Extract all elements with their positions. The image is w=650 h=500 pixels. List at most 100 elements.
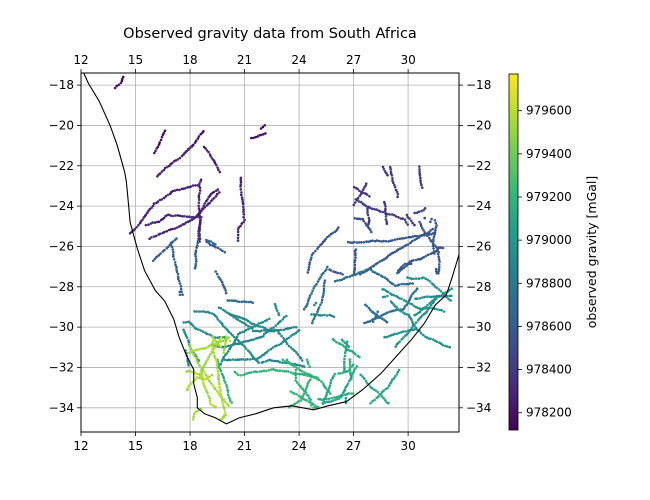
- gravity-point: [409, 241, 412, 244]
- gravity-point: [194, 251, 197, 254]
- gravity-point: [432, 247, 435, 250]
- gravity-point: [406, 215, 410, 219]
- colorbar-tick-label: 978400: [526, 363, 572, 377]
- gravity-point: [260, 329, 263, 333]
- gravity-point: [292, 325, 295, 329]
- gravity-point: [151, 204, 155, 208]
- gravity-point: [197, 232, 200, 235]
- gravity-point: [385, 320, 389, 324]
- gravity-point: [368, 195, 371, 198]
- gravity-point: [378, 239, 381, 243]
- gravity-point: [333, 279, 337, 283]
- gravity-point: [205, 389, 208, 393]
- gravity-point: [378, 260, 382, 263]
- gravity-point: [212, 404, 216, 408]
- gravity-point: [225, 335, 228, 338]
- gravity-point: [415, 312, 418, 316]
- gravity-point: [335, 340, 338, 344]
- gravity-point: [382, 167, 386, 171]
- gravity-point: [356, 196, 360, 200]
- gravity-point: [412, 304, 416, 308]
- gravity-point: [389, 382, 392, 385]
- gravity-point: [389, 334, 393, 337]
- gravity-point: [215, 192, 219, 196]
- gravity-point: [411, 221, 414, 225]
- gravity-point: [302, 397, 306, 401]
- gravity-point: [433, 219, 437, 222]
- gravity-point: [372, 388, 376, 391]
- gravity-point: [263, 124, 267, 127]
- gravity-point: [172, 258, 176, 261]
- gravity-point: [193, 354, 196, 358]
- gravity-point: [154, 234, 158, 238]
- gravity-point: [381, 165, 385, 169]
- gravity-point: [198, 182, 201, 186]
- gravity-point: [348, 275, 352, 278]
- gravity-point: [197, 348, 200, 351]
- gravity-point: [171, 248, 175, 251]
- gravity-point: [310, 313, 313, 316]
- gravity-point: [370, 318, 374, 322]
- gravity-point: [226, 393, 230, 397]
- gravity-point: [314, 313, 318, 316]
- gravity-point: [374, 317, 377, 320]
- gravity-point: [440, 308, 443, 312]
- chart-title: Observed gravity data from South Africa: [123, 26, 417, 42]
- gravity-point: [436, 248, 440, 251]
- gravity-point: [339, 395, 343, 399]
- gravity-point: [346, 348, 350, 352]
- gravity-point: [318, 277, 321, 281]
- gravity-point: [295, 381, 299, 384]
- gravity-point: [403, 305, 407, 308]
- gravity-point: [336, 397, 339, 401]
- gravity-point: [360, 241, 363, 244]
- gravity-point: [242, 213, 246, 216]
- gravity-point: [364, 222, 367, 225]
- gravity-point: [216, 342, 219, 346]
- gravity-point: [255, 329, 259, 333]
- gravity-point: [218, 367, 222, 371]
- gravity-point: [217, 374, 220, 377]
- y-tick-label-left: −32: [49, 360, 74, 374]
- gravity-point: [239, 224, 242, 228]
- gravity-point: [178, 282, 182, 285]
- gravity-point: [418, 310, 422, 314]
- gravity-point: [278, 369, 282, 373]
- gravity-point: [308, 296, 311, 299]
- gravity-point: [373, 207, 376, 211]
- gravity-point: [267, 317, 271, 321]
- gravity-point: [221, 358, 225, 361]
- gravity-point: [329, 381, 332, 385]
- gravity-point: [316, 308, 320, 311]
- gravity-point: [199, 329, 202, 332]
- gravity-point: [421, 314, 424, 317]
- gravity-point: [396, 284, 399, 287]
- gravity-point: [227, 404, 230, 407]
- gravity-point: [417, 277, 421, 281]
- gravity-point: [265, 369, 268, 373]
- gravity-point: [393, 284, 397, 288]
- gravity-point: [240, 316, 243, 320]
- gravity-point: [204, 331, 207, 335]
- gravity-point: [405, 303, 409, 307]
- gravity-point: [308, 261, 312, 264]
- gravity-point: [354, 256, 357, 260]
- gravity-point: [187, 361, 190, 365]
- gravity-point: [397, 368, 401, 372]
- gravity-point: [258, 370, 262, 373]
- gravity-point: [288, 362, 292, 366]
- gravity-point: [310, 292, 313, 295]
- gravity-point: [164, 195, 168, 198]
- gravity-point: [120, 79, 124, 83]
- gravity-point: [376, 310, 380, 314]
- gravity-point: [355, 241, 359, 244]
- colorbar-tick-label: 979600: [526, 104, 572, 118]
- gravity-point: [420, 209, 423, 213]
- gravity-point: [239, 176, 243, 180]
- gravity-point: [226, 350, 230, 353]
- gravity-point: [221, 401, 224, 404]
- gravity-point: [190, 370, 193, 374]
- gravity-point: [319, 275, 322, 279]
- gravity-point: [429, 304, 433, 307]
- gravity-point: [220, 280, 224, 284]
